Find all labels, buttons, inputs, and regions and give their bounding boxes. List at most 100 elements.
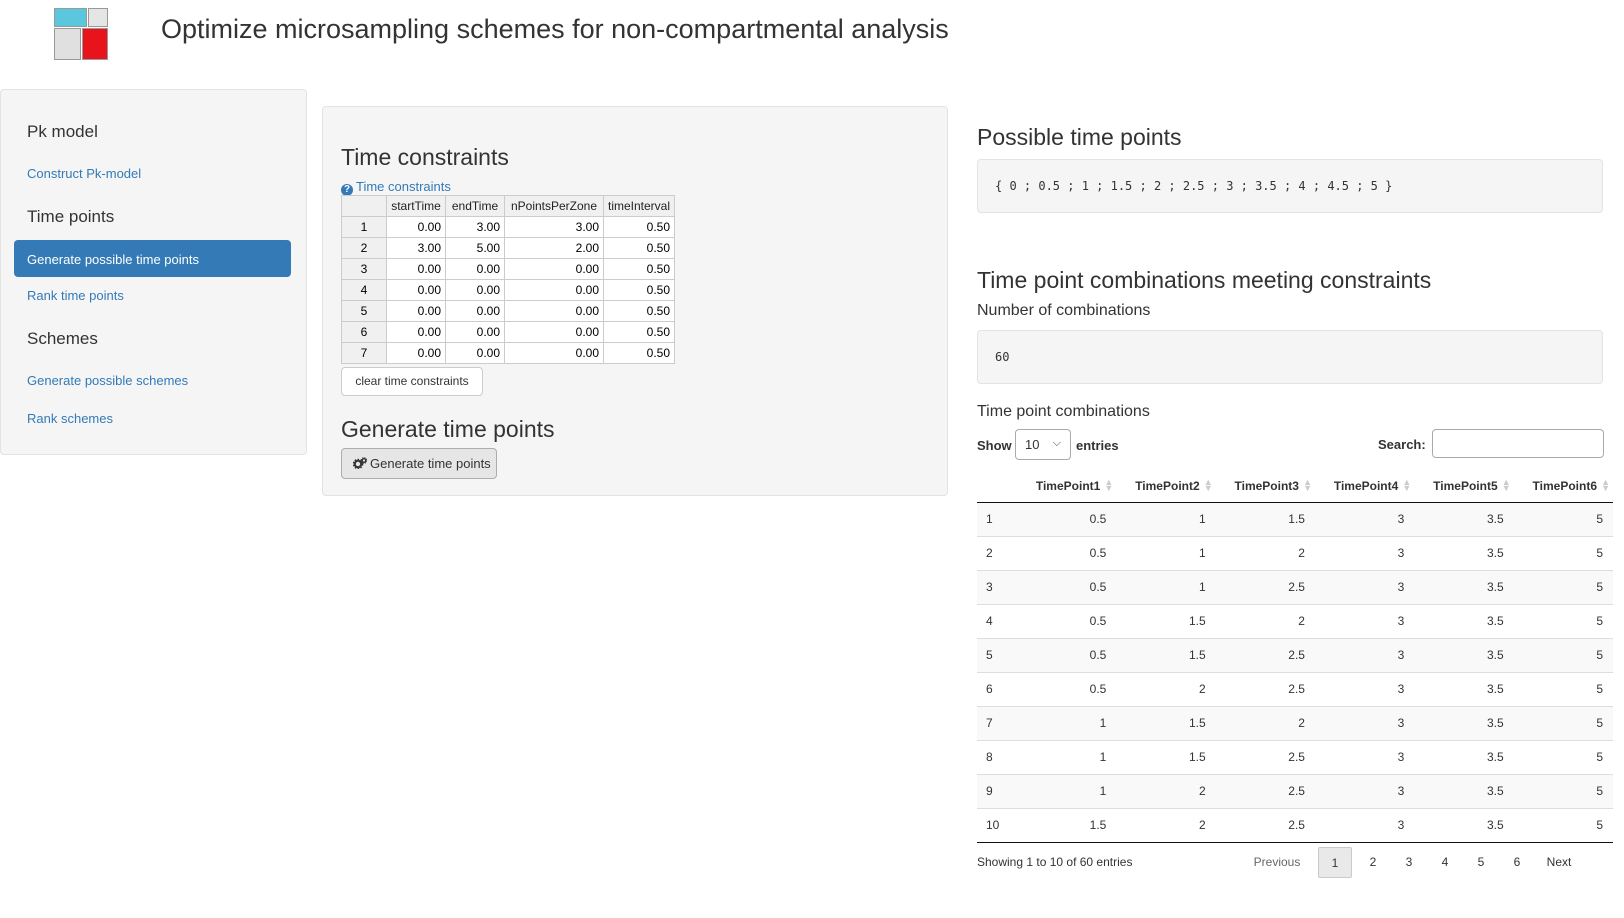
sort-icon: ▲ ▼ (1601, 477, 1610, 493)
sidebar-link-construct-pk-model[interactable]: Construct Pk-model (27, 166, 142, 181)
sidebar-link-rank-time-points[interactable]: Rank time points (27, 288, 124, 303)
cell-timepoint2: 2 (1116, 807, 1216, 843)
pagination-page-6[interactable]: 6 (1513, 855, 1521, 869)
cell-timepoint1: 0.5 (1017, 637, 1117, 672)
col-header-timepoint2[interactable]: TimePoint2 ▲ ▼ (1116, 470, 1216, 503)
clear-time-constraints-button[interactable]: clear time constraints (341, 367, 483, 396)
cell-timepoint5: 3.5 (1414, 637, 1514, 672)
entries-per-page-select[interactable]: 10 ⌵ (1015, 429, 1071, 460)
cell-index: 1 (977, 501, 1017, 536)
sidebar-heading-pk-model: Pk model (27, 122, 98, 141)
pagination-page-3[interactable]: 3 (1405, 855, 1413, 869)
sort-icon: ▲ ▼ (1501, 477, 1511, 493)
constraints-row: 7 0.00 0.00 0.00 0.50 (341, 342, 676, 364)
generate-time-points-title: Generate time points (341, 416, 555, 442)
question-circle-icon: ? (341, 184, 353, 196)
sort-icon: ▲ ▼ (1402, 477, 1412, 493)
table-row[interactable]: 8 1 1.5 2.5 3 3.5 5 (977, 739, 1613, 774)
cell-timepoint2: 1 (1116, 535, 1216, 570)
pagination-page-5[interactable]: 5 (1477, 855, 1485, 869)
constraints-corner-header (341, 195, 387, 217)
combinations-table: TimePoint1 ▲ ▼ TimePoint2 ▲ ▼ TimePoint3 ▲ ▼ T… (977, 470, 1613, 843)
cell-npointsperzone[interactable]: 0.00 (504, 258, 604, 280)
cell-timepoint2: 2 (1116, 773, 1216, 808)
table-row[interactable]: 6 0.5 2 2.5 3 3.5 5 (977, 671, 1613, 706)
table-row[interactable]: 7 1 1.5 2 3 3.5 5 (977, 705, 1613, 740)
cell-npointsperzone[interactable]: 0.00 (504, 342, 604, 364)
table-row[interactable]: 9 1 2 2.5 3 3.5 5 (977, 773, 1613, 808)
cell-timepoint1: 0.5 (1017, 535, 1117, 570)
cell-index: 3 (977, 569, 1017, 604)
pagination-next[interactable]: Next (1546, 855, 1572, 869)
cell-endtime[interactable]: 3.00 (445, 216, 505, 238)
cell-endtime[interactable]: 5.00 (445, 237, 505, 259)
cell-timepoint3: 2.5 (1215, 807, 1315, 843)
cell-npointsperzone[interactable]: 0.00 (504, 321, 604, 343)
pagination-page-4[interactable]: 4 (1441, 855, 1449, 869)
search-input[interactable] (1432, 429, 1604, 458)
cell-endtime[interactable]: 0.00 (445, 321, 505, 343)
cell-timepoint3: 2.5 (1215, 671, 1315, 706)
sidebar-link-generate-schemes[interactable]: Generate possible schemes (27, 373, 189, 388)
row-header: 7 (341, 342, 387, 364)
cell-timeinterval[interactable]: 0.50 (602, 258, 676, 280)
table-row[interactable]: 1 0.5 1 1.5 3 3.5 5 (977, 501, 1613, 536)
time-point-combinations-label: Time point combinations (977, 403, 1150, 420)
cell-timepoint2: 1.5 (1116, 705, 1216, 740)
cell-starttime[interactable]: 0.00 (386, 321, 446, 343)
cell-npointsperzone[interactable]: 0.00 (504, 300, 604, 322)
cell-endtime[interactable]: 0.00 (445, 258, 505, 280)
pagination-page-1[interactable]: 1 (1318, 847, 1352, 878)
col-header-timepoint6[interactable]: TimePoint6 ▲ ▼ (1513, 470, 1613, 503)
table-row[interactable]: 2 0.5 1 2 3 3.5 5 (977, 535, 1613, 570)
number-of-combinations-output: 60 (977, 330, 1603, 384)
cell-timepoint4: 3 (1314, 807, 1415, 843)
constraints-row: 5 0.00 0.00 0.00 0.50 (341, 300, 676, 322)
cell-timeinterval[interactable]: 0.50 (602, 216, 676, 238)
cell-starttime[interactable]: 0.00 (386, 300, 446, 322)
cell-npointsperzone[interactable]: 2.00 (504, 237, 604, 259)
table-row[interactable]: 3 0.5 1 2.5 3 3.5 5 (977, 569, 1613, 604)
sidebar-item-generate-time-points[interactable]: Generate possible time points (14, 240, 291, 277)
cell-starttime[interactable]: 0.00 (386, 258, 446, 280)
cell-timeinterval[interactable]: 0.50 (602, 279, 676, 301)
cell-timepoint5: 3.5 (1414, 705, 1514, 740)
time-constraints-help-link[interactable]: ? Time constraints (341, 179, 451, 196)
cell-starttime[interactable]: 0.00 (386, 342, 446, 364)
cell-timeinterval[interactable]: 0.50 (602, 300, 676, 322)
cell-starttime[interactable]: 0.00 (386, 279, 446, 301)
cell-index: 2 (977, 535, 1017, 570)
cell-timepoint6: 5 (1513, 637, 1613, 672)
cell-timepoint4: 3 (1314, 569, 1415, 604)
constraints-row: 3 0.00 0.00 0.00 0.50 (341, 258, 676, 280)
table-row[interactable]: 5 0.5 1.5 2.5 3 3.5 5 (977, 637, 1613, 672)
col-header-timepoint3[interactable]: TimePoint3 ▲ ▼ (1215, 470, 1315, 503)
cell-endtime[interactable]: 0.00 (445, 279, 505, 301)
cell-npointsperzone[interactable]: 0.00 (504, 279, 604, 301)
cell-timeinterval[interactable]: 0.50 (602, 321, 676, 343)
table-row[interactable]: 10 1.5 2 2.5 3 3.5 5 (977, 807, 1613, 843)
pagination-page-2[interactable]: 2 (1369, 855, 1377, 869)
sidebar-link-rank-schemes[interactable]: Rank schemes (27, 411, 113, 426)
table-info: Showing 1 to 10 of 60 entries (977, 855, 1133, 869)
sidebar-nav: Pk model Construct Pk-model Time points … (0, 89, 307, 455)
cell-timepoint3: 2 (1215, 535, 1315, 570)
cell-timepoint6: 5 (1513, 739, 1613, 774)
generate-time-points-button[interactable]: Generate time points (341, 448, 497, 479)
row-header: 1 (341, 216, 387, 238)
logo-tile-blue (54, 8, 87, 27)
col-header-timepoint1[interactable]: TimePoint1 ▲ ▼ (1017, 470, 1117, 503)
cell-timeinterval[interactable]: 0.50 (602, 342, 676, 364)
cell-timepoint6: 5 (1513, 807, 1613, 843)
cell-starttime[interactable]: 3.00 (386, 237, 446, 259)
cell-npointsperzone[interactable]: 3.00 (504, 216, 604, 238)
cell-endtime[interactable]: 0.00 (445, 342, 505, 364)
pagination-previous[interactable]: Previous (1253, 855, 1301, 869)
col-header-timepoint4[interactable]: TimePoint4 ▲ ▼ (1314, 470, 1415, 503)
help-link-label: Time constraints (356, 179, 451, 194)
table-row[interactable]: 4 0.5 1.5 2 3 3.5 5 (977, 603, 1613, 638)
col-header-timepoint5[interactable]: TimePoint5 ▲ ▼ (1414, 470, 1514, 503)
cell-starttime[interactable]: 0.00 (386, 216, 446, 238)
cell-endtime[interactable]: 0.00 (445, 300, 505, 322)
cell-timeinterval[interactable]: 0.50 (602, 237, 676, 259)
